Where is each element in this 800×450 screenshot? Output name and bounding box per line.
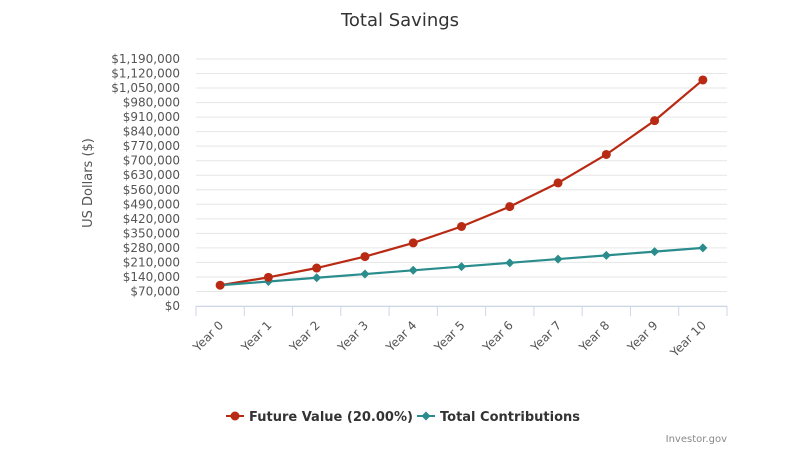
x-tick-label: Year 3 (334, 318, 371, 355)
series-markers (215, 243, 708, 290)
data-point[interactable] (698, 75, 708, 85)
legend-item-1[interactable]: Total Contributions (417, 410, 580, 425)
x-tick-label: Year 1 (238, 318, 275, 355)
x-axis: Year 0 Year 1 Year 2 Year 3 Year 4 Year 5 Year… (190, 306, 728, 360)
y-tick-label: $420,000 (123, 212, 180, 226)
legend-item-0[interactable]: Future Value (20.00%) (226, 410, 413, 425)
y-tick-label: $490,000 (123, 197, 180, 211)
x-tick-label: Year 2 (286, 318, 323, 355)
y-tick-label: $1,050,000 (111, 81, 180, 95)
y-tick-label: $280,000 (123, 241, 180, 255)
x-tick-label: Year 5 (431, 318, 468, 355)
data-point[interactable] (505, 258, 515, 268)
data-point[interactable] (650, 116, 660, 126)
y-tick-label: $1,120,000 (111, 67, 180, 81)
x-tick-label: Year 0 (190, 318, 227, 355)
x-tick-label: Year 8 (576, 318, 613, 355)
y-tick-label: $770,000 (123, 139, 180, 153)
y-tick-label: $700,000 (123, 154, 180, 168)
y-tick-label: $70,000 (130, 284, 180, 298)
data-point[interactable] (312, 263, 322, 273)
data-point[interactable] (408, 238, 418, 248)
data-point[interactable] (553, 254, 563, 264)
y-tick-label: $210,000 (123, 255, 180, 269)
data-point[interactable] (505, 202, 515, 212)
data-point[interactable] (457, 222, 466, 232)
data-point[interactable] (263, 272, 273, 282)
y-tick-label: $1,190,000 (111, 52, 180, 66)
data-point[interactable] (360, 252, 370, 262)
data-point[interactable] (650, 247, 660, 257)
legend-label: Total Contributions (440, 410, 580, 425)
legend-marker[interactable] (230, 411, 240, 421)
x-tick-label: Year 10 (667, 318, 709, 360)
y-tick-label: $350,000 (123, 226, 180, 240)
data-point[interactable] (698, 243, 708, 253)
plot-area (215, 75, 708, 290)
data-point[interactable] (360, 269, 370, 279)
chart-title: Total Savings (340, 10, 459, 31)
data-point[interactable] (408, 265, 418, 275)
x-tick-label: Year 6 (479, 318, 516, 355)
y-tick-label: $840,000 (123, 125, 180, 139)
y-tick-label: $0 (165, 299, 180, 313)
legend-label: Future Value (20.00%) (249, 410, 413, 425)
y-tick-label: $910,000 (123, 110, 180, 124)
x-tick-label: Year 4 (383, 318, 420, 355)
y-axis-label: US Dollars ($) (81, 138, 96, 228)
y-tick-label: $980,000 (123, 96, 180, 110)
series-markers (215, 75, 708, 290)
y-tick-label: $630,000 (123, 168, 180, 182)
data-point[interactable] (601, 250, 611, 260)
y-tick-label: $560,000 (123, 183, 180, 197)
data-point[interactable] (601, 149, 611, 159)
legend-marker[interactable] (421, 411, 431, 421)
y-tick-label: $140,000 (123, 270, 180, 284)
legend: Future Value (20.00%) Total Contributions (226, 410, 580, 425)
credit-text[interactable]: Investor.gov (666, 434, 727, 445)
x-tick-label: Year 7 (527, 318, 564, 355)
x-tick-label: Year 9 (624, 318, 661, 355)
data-point[interactable] (553, 178, 563, 188)
data-point[interactable] (457, 262, 466, 272)
data-point[interactable] (215, 280, 225, 290)
data-point[interactable] (312, 273, 322, 283)
y-axis: $0$70,000$140,000$210,000$280,000$350,00… (111, 52, 180, 313)
